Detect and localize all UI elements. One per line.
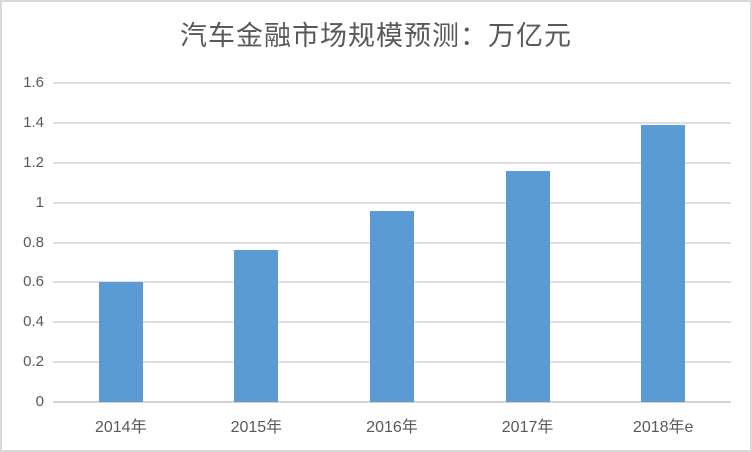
- x-axis-category-label: 2016年: [366, 419, 418, 436]
- y-axis-tick-label: 0.4: [23, 313, 44, 331]
- bar-2015年: [234, 250, 279, 402]
- bar-slot: [53, 83, 189, 402]
- chart-title: 汽车金融市场规模预测：万亿元: [180, 21, 572, 52]
- x-axis-category-label: 2015年: [230, 419, 283, 436]
- x-axis-category-label: 2018年e: [632, 419, 694, 436]
- y-axis-tick-label: 0.8: [23, 233, 44, 251]
- y-axis-tick-label: 1.6: [23, 74, 44, 91]
- y-axis-tick-label: 0.6: [23, 273, 44, 291]
- bar-slot: [189, 83, 325, 402]
- bar-2016年: [369, 210, 414, 402]
- bar-2017年: [505, 170, 550, 402]
- x-axis-category-label: 2014年: [94, 419, 147, 436]
- x-axis-category-label: 2017年: [501, 419, 554, 436]
- bar-series: [53, 83, 731, 402]
- y-axis-tick-label: 1.2: [23, 153, 44, 171]
- x-axis-line: [53, 401, 731, 403]
- bar-slot: [595, 83, 731, 402]
- bar-2014年: [98, 282, 143, 402]
- y-axis-tick-label: 1.4: [23, 113, 44, 131]
- plot-area: 0 0.2 0.4 0.6 0.8 1 1.2 1.4 1.6 2014年 2015年 2016年 2…: [23, 74, 731, 436]
- bar-slot: [324, 83, 460, 402]
- bar-slot: [460, 83, 596, 402]
- y-axis-tick-label: 0: [35, 393, 44, 410]
- y-axis-tick-label: 0.2: [23, 353, 44, 371]
- bar-2018年e: [641, 124, 686, 402]
- gridline: [53, 161, 731, 164]
- gridline: [53, 201, 731, 204]
- x-axis: 2014年 2015年 2016年 2017年 2018年e: [53, 413, 731, 437]
- gridline: [53, 82, 731, 84]
- y-axis-tick-label: 1: [35, 193, 44, 211]
- gridline: [53, 121, 731, 124]
